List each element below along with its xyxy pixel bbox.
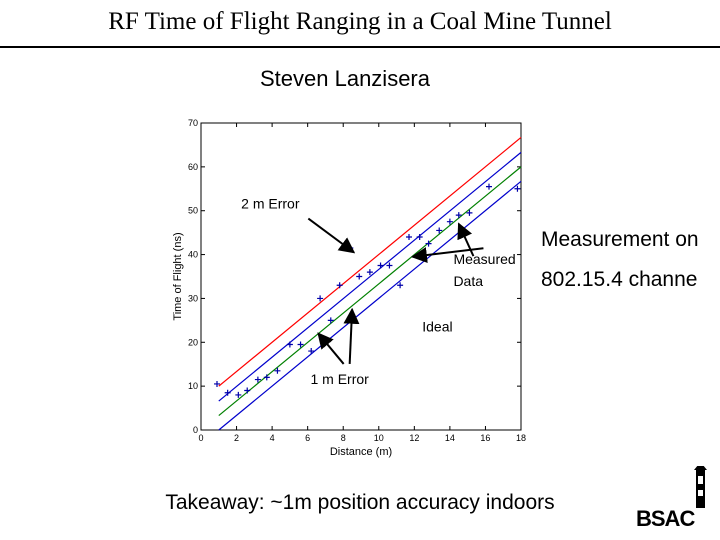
data-point bbox=[386, 262, 393, 269]
data-point bbox=[397, 282, 404, 289]
campanile-icon bbox=[694, 462, 707, 508]
bsac-logo: BSAC bbox=[636, 462, 712, 532]
data-point bbox=[356, 273, 363, 280]
y-axis-label: Time of Flight (ns) bbox=[172, 232, 184, 320]
reference-line bbox=[218, 166, 522, 416]
data-point bbox=[466, 209, 473, 216]
title-underline bbox=[0, 46, 720, 48]
data-point bbox=[377, 262, 384, 269]
annotation-arrow bbox=[307, 217, 356, 254]
data-point bbox=[514, 185, 521, 192]
data-point bbox=[317, 295, 324, 302]
data-point bbox=[308, 348, 315, 355]
takeaway-text: Takeaway: ~1m position accuracy indoors bbox=[165, 491, 555, 514]
bsac-logo-text: BSAC bbox=[636, 506, 695, 531]
plot-area bbox=[200, 122, 522, 431]
annotation-arrow bbox=[410, 247, 484, 263]
data-point bbox=[286, 341, 293, 348]
annotation-arrow bbox=[457, 222, 475, 257]
y-tick-label: 10 bbox=[188, 381, 198, 391]
data-point bbox=[235, 391, 242, 398]
data-point bbox=[436, 227, 443, 234]
data-point bbox=[214, 380, 220, 387]
y-tick-label: 30 bbox=[188, 293, 198, 303]
data-point bbox=[263, 374, 270, 381]
annotation-label: Measured bbox=[453, 251, 515, 267]
annotation-label: 1 m Error bbox=[310, 371, 369, 387]
annotation-label: 2 m Error bbox=[241, 196, 300, 212]
data-point bbox=[274, 367, 281, 374]
data-point bbox=[254, 376, 261, 383]
x-tick-label: 4 bbox=[270, 433, 275, 443]
data-point bbox=[425, 240, 432, 247]
data-point bbox=[366, 269, 373, 276]
x-tick-label: 12 bbox=[409, 433, 419, 443]
reference-line bbox=[218, 151, 522, 402]
data-point bbox=[244, 387, 251, 394]
x-tick-label: 8 bbox=[341, 433, 346, 443]
data-point bbox=[486, 183, 492, 190]
data-point bbox=[406, 234, 412, 241]
author-name: Steven Lanzisera bbox=[260, 66, 430, 91]
annotation-arrow bbox=[317, 332, 345, 365]
side-note-line-1: Measurement on bbox=[541, 228, 699, 251]
x-tick-label: 6 bbox=[305, 433, 310, 443]
side-note-line-2: 802.15.4 channe bbox=[541, 268, 698, 291]
x-tick-label: 0 bbox=[198, 433, 203, 443]
y-tick-label: 0 bbox=[193, 425, 198, 435]
slide-title: RF Time of Flight Ranging in a Coal Mine… bbox=[108, 8, 612, 35]
x-tick-label: 16 bbox=[480, 433, 490, 443]
y-tick-label: 70 bbox=[188, 118, 198, 128]
y-tick-label: 20 bbox=[188, 337, 198, 347]
annotation-label: Data bbox=[453, 273, 483, 289]
data-point bbox=[455, 212, 462, 219]
data-point bbox=[336, 282, 343, 289]
data-point bbox=[416, 234, 423, 241]
reference-line bbox=[218, 180, 522, 431]
x-tick-label: 14 bbox=[445, 433, 455, 443]
y-tick-label: 40 bbox=[188, 250, 198, 260]
x-tick-label: 2 bbox=[234, 433, 239, 443]
annotation-label: Ideal bbox=[422, 318, 452, 334]
data-point bbox=[446, 218, 453, 225]
data-point bbox=[224, 389, 231, 396]
y-tick-label: 50 bbox=[188, 206, 198, 216]
reference-line bbox=[218, 137, 522, 387]
x-tick-label: 18 bbox=[516, 433, 526, 443]
annotation-arrow bbox=[343, 307, 360, 364]
x-axis-label: Distance (m) bbox=[330, 446, 392, 458]
data-point bbox=[327, 317, 334, 324]
y-tick-label: 60 bbox=[188, 162, 198, 172]
x-tick-label: 10 bbox=[374, 433, 384, 443]
data-point bbox=[297, 341, 304, 348]
